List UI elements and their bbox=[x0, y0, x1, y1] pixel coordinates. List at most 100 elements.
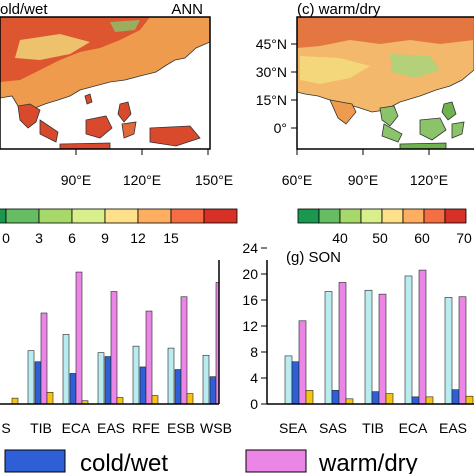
bar-cold_wet-eca bbox=[411, 396, 420, 405]
right-colorbar-segment bbox=[423, 208, 446, 224]
right-map-lat-ticks bbox=[291, 43, 297, 129]
bar-cold_wet-wsb bbox=[209, 376, 217, 405]
right-map-borneo bbox=[419, 117, 447, 141]
left-map-lon-ticks bbox=[75, 149, 209, 155]
right-map-sulawesi bbox=[451, 121, 465, 139]
right-colorbar-segment bbox=[444, 208, 467, 224]
right-map-lat-label: 0° bbox=[274, 120, 287, 136]
x-tick-label: EAS bbox=[439, 420, 467, 436]
left-colorbar-segment bbox=[0, 208, 7, 224]
left-map-sumatra bbox=[39, 119, 59, 143]
bar-cyan-rfe bbox=[132, 345, 140, 405]
bar-cold_wet-sas bbox=[331, 390, 340, 405]
legend-label-warm-dry: warm/dry bbox=[318, 450, 418, 474]
legend-swatch-cold-wet bbox=[4, 449, 66, 473]
right-map-sumatra bbox=[381, 123, 403, 143]
right-colorbar-segment bbox=[402, 208, 425, 224]
bar-warm_dry-sea bbox=[298, 320, 307, 405]
left-map-frame bbox=[0, 16, 211, 150]
bar-small-sea bbox=[305, 390, 314, 405]
left-colorbar-segment bbox=[170, 208, 205, 224]
left-colorbar-label: 0 bbox=[2, 230, 10, 246]
bar-small-s bbox=[11, 397, 19, 405]
left-colorbar-label: 15 bbox=[163, 230, 179, 246]
right-map-philippines bbox=[441, 101, 457, 121]
x-tick-label: EAS bbox=[97, 420, 125, 436]
right-map-indochina bbox=[379, 105, 399, 127]
bar-cyan-eca bbox=[62, 334, 70, 405]
left-colorbar-label: 9 bbox=[101, 230, 109, 246]
bar-cyan-eas bbox=[97, 352, 105, 405]
x-tick-label: SAS bbox=[319, 420, 347, 436]
bar-cold_wet-tib bbox=[371, 391, 380, 405]
left-colorbar-label: 3 bbox=[35, 230, 43, 246]
right-colorbar-segment bbox=[381, 208, 404, 224]
bar-cyan-tib bbox=[27, 350, 35, 405]
bar-cyan-sea bbox=[284, 355, 293, 405]
bar-warm_dry-tib bbox=[378, 293, 387, 405]
right-colorbar-segment bbox=[360, 208, 383, 224]
bar-cyan-sas bbox=[324, 291, 333, 405]
y-tick-label: 0 bbox=[250, 396, 258, 412]
bar-cold_wet-esb bbox=[174, 369, 182, 405]
right-map-india bbox=[329, 99, 357, 125]
right-colorbar-label: 50 bbox=[372, 230, 388, 246]
right-map-frame bbox=[296, 16, 474, 150]
right-map-land-green bbox=[390, 54, 440, 78]
bar-small-eca bbox=[425, 396, 434, 405]
bar-warm_dry-tib bbox=[40, 312, 48, 405]
right-map-land-cool bbox=[300, 56, 370, 84]
bar-cold_wet-eas bbox=[451, 389, 460, 405]
right-colorbar bbox=[297, 208, 467, 224]
legend-label-cold-wet: cold/wet bbox=[80, 450, 168, 474]
right-colorbar-label: 70 bbox=[456, 230, 472, 246]
bar-small-eas bbox=[465, 395, 474, 405]
left-colorbar-segment bbox=[203, 208, 238, 224]
bar-small-sas bbox=[345, 398, 354, 405]
bar-small-rfe bbox=[151, 395, 159, 405]
left-map-lon-label: 90°E bbox=[61, 172, 92, 188]
x-tick-label: ECA bbox=[399, 420, 428, 436]
bar-cyan-tib bbox=[364, 289, 373, 405]
left-colorbar-segment bbox=[71, 208, 106, 224]
bar-cold_wet-eca bbox=[69, 373, 77, 405]
bar-cold_wet-sea bbox=[291, 361, 300, 405]
left-map-title: old/wet bbox=[0, 1, 48, 18]
bar-cyan-wsb bbox=[202, 354, 210, 405]
left-colorbar-segment bbox=[104, 208, 139, 224]
left-colorbar bbox=[0, 208, 238, 224]
left-map-lon-label: 150°E bbox=[195, 172, 233, 188]
legend: cold/wet warm/dry bbox=[4, 449, 418, 474]
y-tick-label: 8 bbox=[250, 344, 258, 360]
right-map-java bbox=[399, 142, 447, 149]
bar-cyan-esb bbox=[167, 347, 175, 405]
left-map-java bbox=[59, 142, 111, 149]
x-tick-label: ECA bbox=[62, 420, 91, 436]
bar-small-tib bbox=[385, 393, 394, 405]
right-map-lon-label: 60°E bbox=[282, 172, 313, 188]
x-tick-label: RFE bbox=[132, 420, 160, 436]
left-map-indochina bbox=[17, 103, 41, 129]
left-map-borneo bbox=[85, 115, 113, 139]
y-tick-label: 24 bbox=[242, 240, 258, 256]
left-colorbar-segment bbox=[137, 208, 172, 224]
bar-cold_wet-rfe bbox=[139, 366, 147, 405]
right-map-lat-label: 30°N bbox=[256, 64, 287, 80]
bar-warm_dry-esb bbox=[180, 296, 188, 405]
right-colorbar-segment bbox=[318, 208, 341, 224]
bar-cyan-eas bbox=[444, 297, 453, 405]
left-map-philippines bbox=[117, 101, 132, 123]
left-map-land-cool bbox=[15, 34, 90, 60]
bar-cyan-eca bbox=[404, 275, 413, 405]
bar-cold_wet-eas bbox=[104, 356, 112, 405]
bar-warm_dry-eca bbox=[418, 269, 427, 405]
right-colorbar-label: 60 bbox=[414, 230, 430, 246]
left-colorbar-segment bbox=[38, 208, 73, 224]
x-tick-label: ESB bbox=[167, 420, 195, 436]
x-tick-label: S bbox=[1, 420, 10, 436]
right-colorbar-label: 40 bbox=[332, 230, 348, 246]
right-colorbar-segment bbox=[297, 208, 320, 224]
y-tick-label: 20 bbox=[242, 266, 258, 282]
bar-warm_dry-wsb bbox=[215, 282, 219, 405]
